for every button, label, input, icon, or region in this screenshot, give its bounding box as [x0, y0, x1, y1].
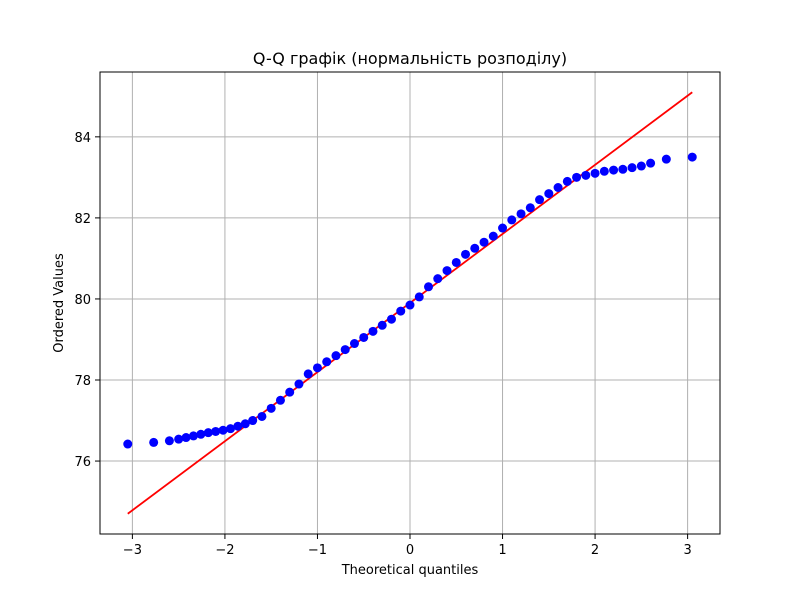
data-point: [525, 203, 535, 213]
data-point: [470, 243, 480, 253]
data-point: [322, 357, 332, 367]
x-tick-label: −3: [123, 543, 142, 558]
data-point: [123, 439, 133, 449]
data-point: [535, 195, 545, 205]
data-point: [312, 363, 322, 373]
data-point: [240, 419, 250, 429]
data-point: [275, 395, 285, 405]
data-point: [303, 369, 313, 379]
data-point: [211, 426, 221, 436]
y-tick-label: 82: [74, 212, 91, 227]
data-point: [553, 183, 563, 192]
data-point: [562, 176, 572, 186]
data-point: [424, 282, 434, 292]
y-tick-label: 78: [74, 374, 91, 389]
y-tick-label: 80: [74, 293, 91, 308]
data-point: [433, 274, 443, 284]
x-tick-label: −1: [308, 543, 327, 558]
data-point: [516, 209, 526, 219]
data-point: [661, 154, 671, 164]
x-tick-label: 2: [591, 543, 599, 558]
data-point: [636, 161, 646, 171]
data-point: [359, 332, 369, 342]
x-tick-label: 3: [683, 543, 691, 558]
data-point: [294, 379, 304, 389]
data-point: [646, 158, 656, 168]
data-point: [488, 231, 498, 241]
data-point: [149, 437, 159, 447]
data-point: [188, 431, 198, 441]
data-point: [331, 351, 341, 361]
data-point: [340, 345, 350, 355]
data-point: [687, 152, 697, 162]
data-point: [248, 416, 258, 426]
data-point: [386, 314, 396, 324]
data-point: [627, 163, 637, 173]
x-tick-label: 0: [406, 543, 414, 558]
data-point: [618, 164, 628, 174]
data-point: [479, 237, 489, 247]
data-point: [285, 387, 295, 397]
data-point: [203, 428, 213, 438]
data-point: [233, 421, 243, 431]
x-tick-label: −2: [215, 543, 234, 558]
data-point: [164, 436, 174, 446]
data-point: [590, 168, 600, 178]
data-point: [257, 411, 267, 421]
data-point: [218, 425, 228, 435]
data-point: [181, 433, 191, 443]
data-point: [544, 189, 554, 199]
x-axis-label: Theoretical quantiles: [341, 563, 479, 578]
data-point: [451, 257, 461, 267]
data-point: [461, 249, 471, 259]
data-point: [507, 215, 517, 225]
data-point: [572, 172, 582, 182]
data-point: [599, 166, 609, 176]
data-point: [581, 170, 591, 180]
grid-lines: [100, 72, 720, 534]
data-point: [498, 223, 508, 233]
data-point: [196, 429, 206, 439]
chart-title: Q-Q графік (нормальність розподілу): [253, 49, 567, 68]
data-point: [396, 306, 406, 316]
y-tick-label: 76: [74, 455, 91, 470]
data-point: [414, 292, 424, 302]
data-point: [174, 434, 184, 444]
data-point: [266, 403, 276, 413]
data-point: [405, 300, 415, 310]
data-point: [377, 320, 387, 330]
data-point: [225, 424, 235, 434]
data-points-layer: [123, 152, 697, 449]
data-point: [442, 266, 452, 276]
y-axis-ticks: 76 78 80 82 84: [74, 131, 100, 470]
x-tick-label: 1: [498, 543, 506, 558]
x-axis-ticks: −3 −2 −1 0 1 2 3: [123, 534, 692, 558]
data-point: [609, 165, 619, 175]
data-point: [349, 339, 359, 349]
y-tick-label: 84: [74, 131, 91, 146]
y-axis-label: Ordered Values: [52, 253, 67, 353]
data-point: [368, 326, 378, 336]
